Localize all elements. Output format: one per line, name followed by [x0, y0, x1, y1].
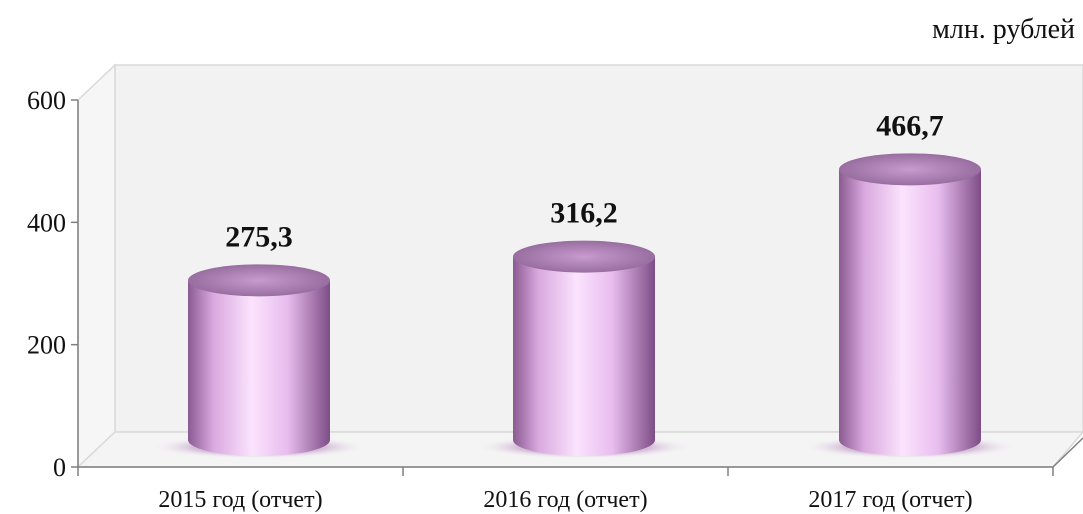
x-axis-end-line — [1052, 437, 1083, 468]
x-axis-ticks: 2015 год (отчет) 2016 год (отчет) 2017 год… — [77, 467, 1054, 513]
bars-group: 275,3 316,2 466,7 — [148, 109, 1021, 459]
bar-body — [839, 169, 981, 456]
bar-top — [188, 264, 330, 297]
x-category-label: 2016 год (отчет) — [483, 487, 647, 513]
bar-3: 466,7 — [799, 109, 1021, 459]
y-tick-label: 600 — [27, 86, 66, 115]
bar-top — [839, 153, 981, 186]
y-tick-label: 0 — [53, 453, 66, 482]
x-category-label: 2017 год (отчет) — [808, 487, 972, 513]
y-axis-ticks: 0 200 400 600 — [27, 86, 78, 482]
bar-2: 316,2 — [473, 197, 695, 459]
bar-body — [188, 280, 330, 456]
x-category-label: 2015 год (отчет) — [158, 487, 322, 513]
chart-side-wall — [77, 63, 116, 469]
unit-label: млн. рублей — [932, 14, 1075, 45]
bar-top — [513, 240, 655, 273]
data-label: 466,7 — [876, 109, 944, 142]
y-tick-label: 200 — [27, 331, 66, 360]
data-label: 316,2 — [550, 197, 618, 230]
y-tick-label: 400 — [27, 208, 66, 237]
bar-1: 275,3 — [148, 220, 370, 459]
data-label: 275,3 — [225, 220, 293, 253]
bar-body — [513, 256, 655, 456]
